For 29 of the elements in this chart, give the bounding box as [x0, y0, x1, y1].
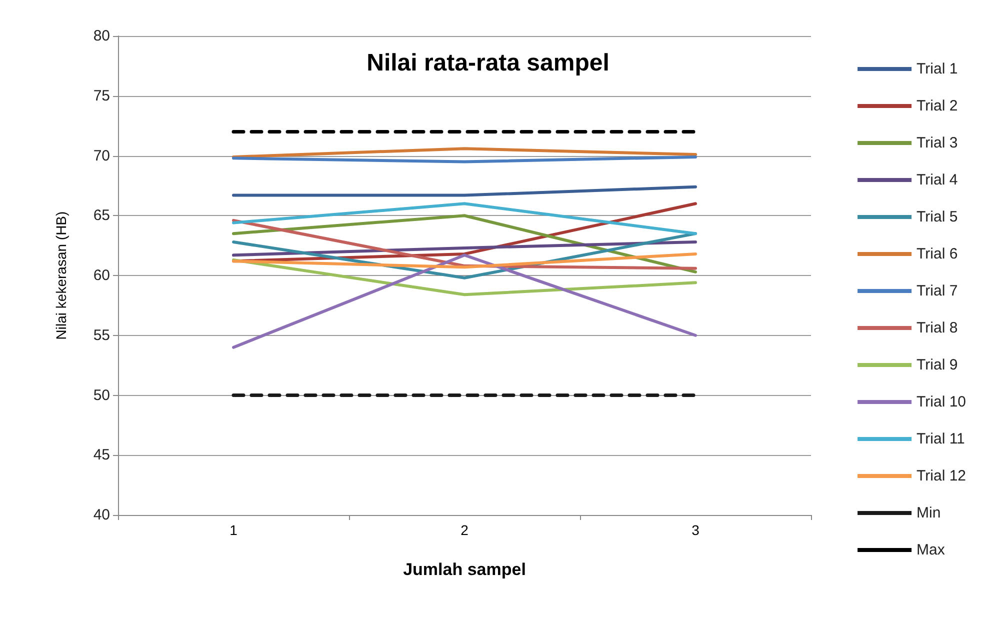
y-tick-label: 75	[93, 87, 110, 104]
y-tick-label: 50	[93, 386, 110, 404]
legend-label: Trial 3	[916, 134, 958, 152]
legend-label: Max	[916, 542, 946, 558]
y-tick-label: 60	[93, 267, 110, 284]
y-tick-label: 45	[93, 446, 110, 464]
legend-label: Trial 4	[916, 172, 958, 188]
y-tick-label: 80	[93, 28, 110, 44]
legend-label: Min	[916, 504, 941, 522]
legend-label: Trial 5	[916, 208, 958, 226]
legend-label: Trial 10	[916, 394, 966, 410]
x-tick-label: 2	[460, 522, 469, 538]
legend-label: Trial 12	[916, 468, 966, 484]
legend-label: Trial 7	[916, 282, 958, 300]
x-axis-title: Jumlah sampel	[403, 560, 526, 579]
y-tick-label: 65	[93, 207, 110, 224]
y-tick-label: 55	[93, 326, 110, 344]
legend-label: Trial 8	[916, 320, 958, 336]
y-tick-label: 40	[93, 506, 110, 524]
legend-label: Trial 6	[916, 246, 958, 262]
legend-label: Trial 11	[916, 430, 965, 448]
x-tick-label: 1	[230, 522, 238, 538]
legend-label: Trial 1	[916, 60, 958, 78]
y-axis-title: Nilai kekerasan (HB)	[53, 211, 69, 340]
legend-label: Trial 2	[916, 98, 958, 114]
legend-label: Trial 9	[916, 356, 958, 374]
y-tick-label: 70	[93, 147, 110, 164]
x-tick-label: 3	[692, 522, 700, 538]
text: Nilai rata-rata sampel	[366, 50, 610, 76]
